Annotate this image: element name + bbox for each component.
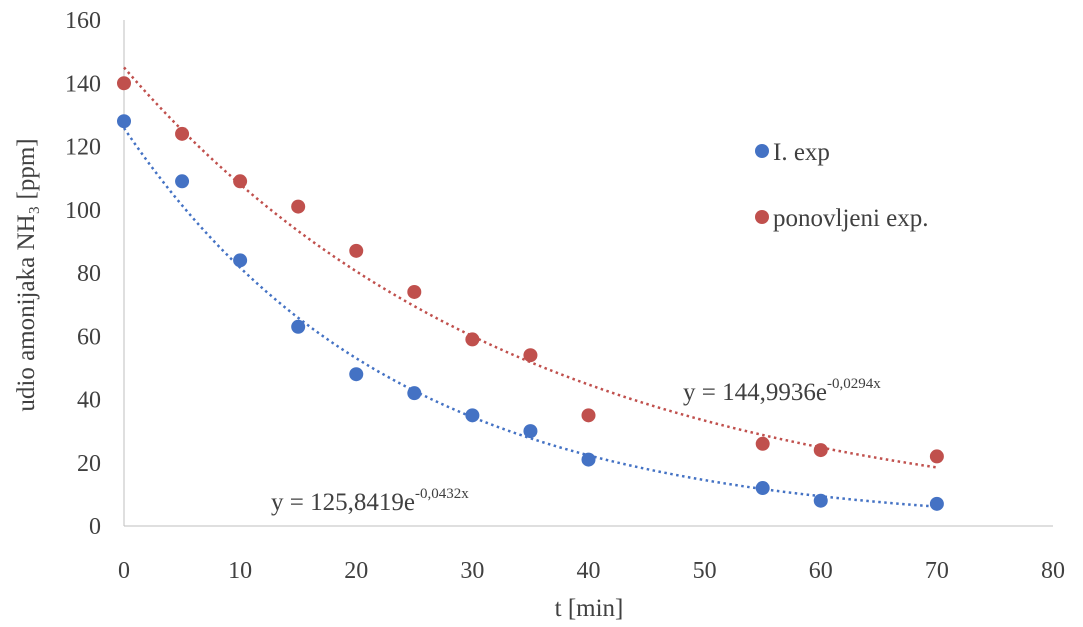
data-point-series-1 [349, 243, 364, 258]
data-point-series-1 [407, 284, 422, 299]
y-tick-label: 140 [65, 71, 101, 97]
data-point-series-1 [929, 449, 944, 464]
data-point-series-0 [175, 174, 190, 189]
data-point-series-1 [117, 76, 131, 91]
x-tick-label: 60 [809, 558, 833, 584]
data-point-series-1 [233, 174, 248, 189]
x-tick-label: 10 [228, 558, 252, 584]
legend-marker [755, 144, 769, 158]
chart-axes: 0 10 20 30 40 50 60 70 80 0 20 40 60 80 100 120 140 160 [65, 8, 1065, 584]
trendlines [122, 66, 938, 508]
y-tick-label: 100 [65, 198, 101, 224]
legend-label: ponovljeni exp. [773, 205, 929, 232]
trendline-equation-ponovljeni: y = 144,9936e-0,0294x [683, 376, 881, 406]
data-point-series-1 [813, 443, 828, 458]
equation-exponent: -0,0432x [415, 486, 469, 502]
y-tick-label: 120 [65, 135, 101, 161]
data-point-series-0 [523, 424, 538, 439]
data-points [117, 76, 944, 511]
y-tick-label: 60 [77, 324, 101, 350]
y-tick-label: 0 [89, 514, 101, 540]
y-tick-label: 160 [65, 8, 101, 34]
x-tick-label: 30 [460, 558, 484, 584]
data-point-series-1 [175, 126, 190, 141]
data-point-series-0 [291, 319, 306, 334]
y-tick-label: 80 [77, 261, 101, 287]
y-axis-title: udio amonijaka NH₃ [ppm] [13, 138, 40, 411]
x-axis-title: t [min] [555, 595, 624, 622]
data-point-series-0 [349, 367, 364, 382]
data-point-series-1 [523, 348, 538, 363]
legend-marker [755, 210, 769, 224]
data-point-series-1 [465, 332, 480, 347]
data-point-series-1 [291, 199, 306, 214]
equation-main: y = 144,9936e [683, 379, 827, 406]
data-point-series-0 [233, 253, 248, 268]
x-tick-label: 50 [693, 558, 717, 584]
data-point-series-0 [581, 452, 596, 467]
x-tick-label: 0 [118, 558, 130, 584]
y-tick-label: 40 [77, 388, 101, 414]
trendline-series-0 [122, 127, 937, 508]
legend-label: I. exp [773, 139, 830, 166]
trendline-equation-i-exp: y = 125,8419e-0,0432x [271, 486, 469, 516]
data-point-series-0 [929, 496, 944, 511]
data-point-series-0 [117, 114, 131, 129]
x-tick-label: 40 [577, 558, 601, 584]
data-point-series-1 [581, 408, 596, 423]
y-tick-label: 20 [77, 451, 101, 477]
data-point-series-0 [755, 481, 770, 496]
legend: I. exp ponovljeni exp. [755, 139, 929, 232]
trendline-series-1 [123, 66, 938, 469]
data-point-series-1 [755, 436, 770, 451]
x-tick-label: 70 [925, 558, 949, 584]
data-point-series-0 [465, 408, 480, 423]
equation-exponent: -0,0294x [827, 376, 881, 392]
x-tick-label: 80 [1041, 558, 1065, 584]
data-point-series-0 [407, 386, 422, 401]
x-tick-label: 20 [344, 558, 368, 584]
equation-main: y = 125,8419e [271, 489, 415, 516]
data-point-series-0 [813, 493, 828, 508]
